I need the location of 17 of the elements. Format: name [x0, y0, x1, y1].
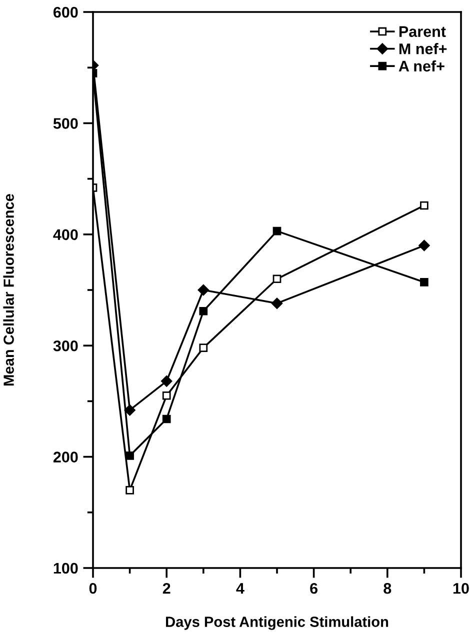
x-tick-label: 10	[453, 582, 469, 594]
x-tick-label: 4	[236, 583, 244, 594]
y-tick-label: 500	[53, 118, 78, 129]
y-axis-title: Mean Cellular Fluorescence	[3, 194, 14, 386]
legend-label: A nef+	[398, 60, 444, 72]
y-tick-label: 100	[54, 562, 78, 574]
x-tick-label: 8	[384, 582, 392, 594]
x-tick-label: 6	[310, 582, 318, 594]
x-axis-title: Days Post Antigenic Stimulation	[166, 616, 388, 630]
y-tick-label: 300	[53, 340, 78, 352]
x-tick-label: 0	[89, 582, 97, 594]
y-tick-label: 200	[53, 452, 78, 462]
x-tick-label: 2	[162, 582, 170, 594]
y-tick-label: 400	[53, 229, 78, 240]
legend-label: Parent	[399, 26, 446, 37]
y-tick-label: 600	[53, 6, 78, 18]
legend-label: M nef+	[399, 43, 447, 54]
